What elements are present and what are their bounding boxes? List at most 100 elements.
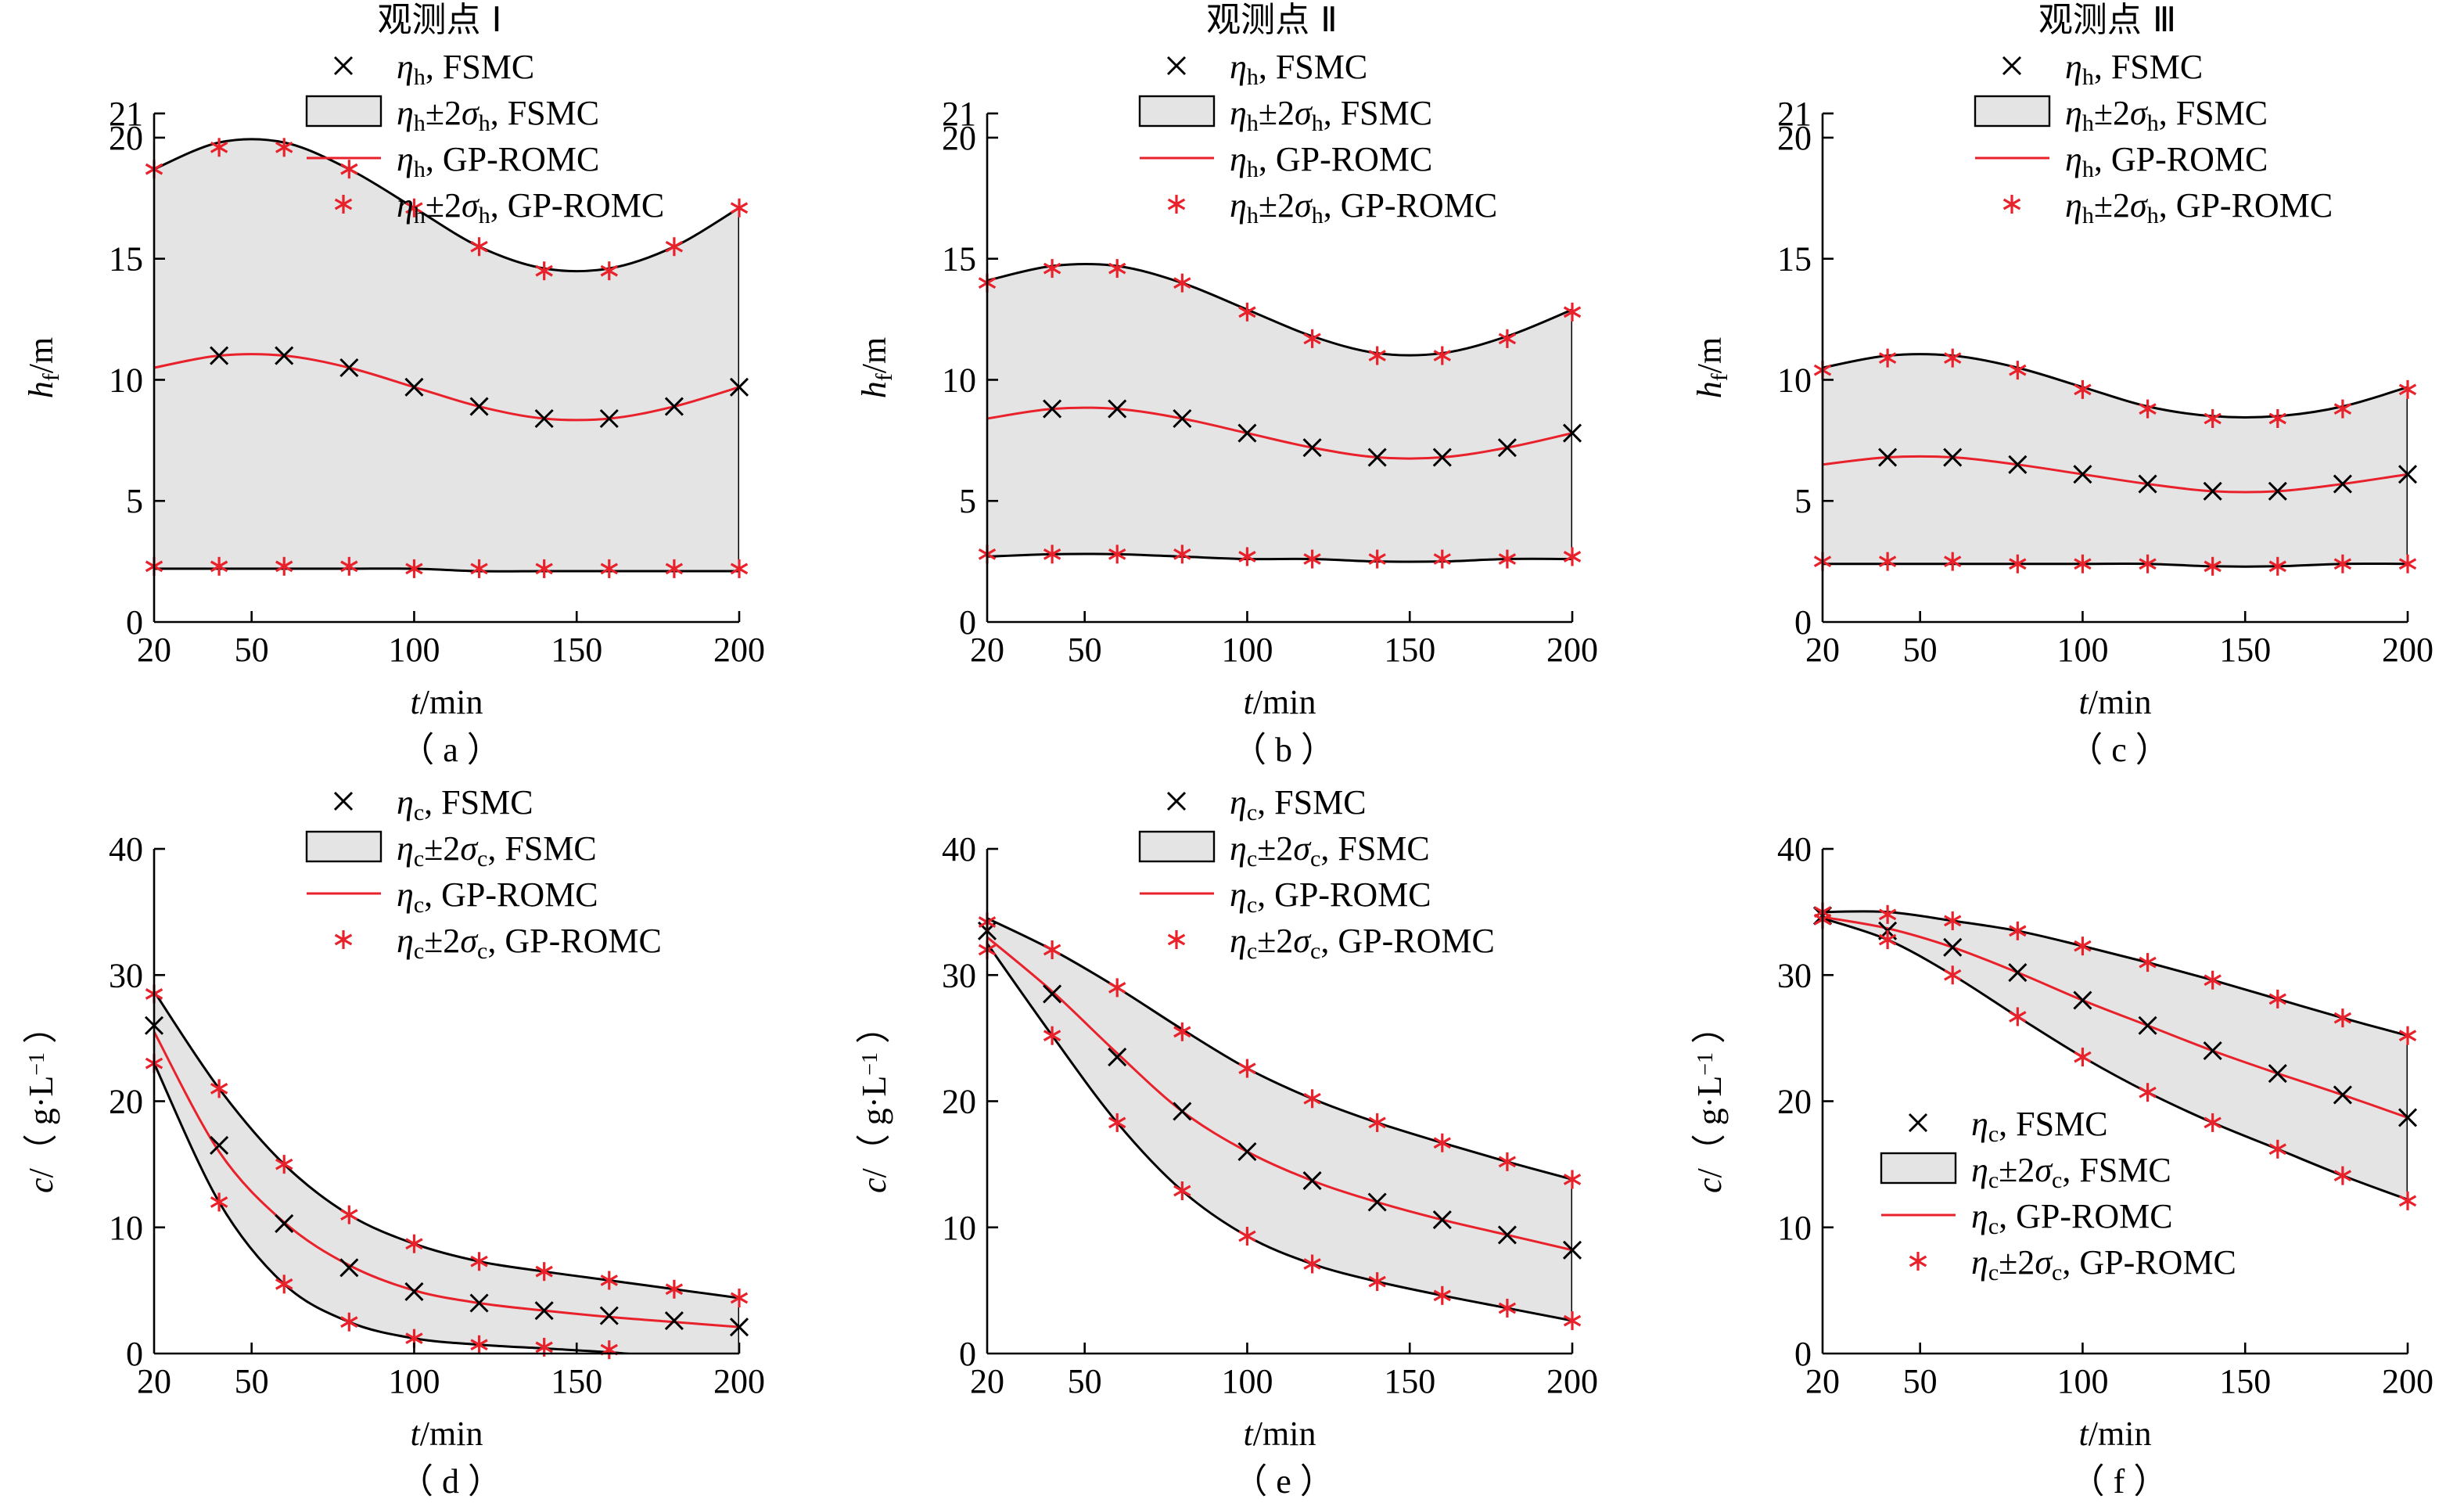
y-tick-label: 20	[109, 1083, 143, 1121]
legend-gp-bound-marker	[1167, 930, 1186, 949]
y-tick-label: 10	[942, 361, 976, 399]
legend-label: ηh±2σh, GP-ROMC	[2065, 186, 2333, 228]
gp-upper-point	[1303, 1089, 1321, 1109]
x-tick-label: 50	[1068, 1362, 1102, 1400]
fsmc-mean-point	[469, 1293, 489, 1313]
fsmc-lower-line	[154, 1062, 639, 1354]
gp-upper-point	[2074, 937, 2092, 956]
fsmc-mean-point	[2138, 1016, 2157, 1035]
y-axis-title: hf/m	[22, 337, 64, 398]
fsmc-mean-point	[2008, 455, 2028, 474]
gp-upper-point	[535, 261, 553, 281]
y-tick-label: 10	[109, 361, 143, 399]
gp-lower-point	[665, 559, 684, 578]
plot-area	[1823, 353, 2408, 568]
fsmc-mean-point	[1943, 448, 1963, 467]
x-tick-label: 100	[388, 1362, 440, 1400]
panel-f: 20 50 100 150 200 0 10 20 30 40 t/min c/（ g·L−1 ） （ …	[1690, 830, 2433, 1501]
gp-lower-point	[470, 1335, 488, 1354]
x-tick-label: 20	[1805, 1362, 1840, 1400]
panel-e: 20 50 100 150 200 0 10 20 30 40 t/min c/（ g·L−1 ） （ …	[855, 783, 1598, 1501]
x-tick-label: 150	[2219, 1362, 2271, 1400]
fsmc-mean-point	[1562, 423, 1582, 443]
fsmc-mean-point	[2073, 465, 2092, 484]
gp-upper-point	[405, 1234, 423, 1253]
x-tick-label: 100	[388, 631, 440, 669]
gp-upper-point	[730, 198, 749, 218]
x-tick-label: 100	[2056, 1362, 2108, 1400]
gp-lower-point	[2398, 554, 2417, 573]
x-tick-label: 200	[2382, 631, 2433, 669]
y-tick-label: 20	[1777, 119, 1812, 157]
y-tick-label: 0	[959, 1335, 976, 1373]
gp-lower-point	[1368, 549, 1386, 569]
y-tick-label: 5	[1794, 482, 1812, 520]
x-tick-label: 100	[2056, 631, 2108, 669]
y-tick-label: 21	[942, 95, 976, 133]
y-tick-label: 5	[126, 482, 143, 520]
gp-upper-point	[2268, 989, 2286, 1008]
gp-upper-point	[1878, 904, 1897, 924]
fsmc-mean-point	[599, 408, 619, 429]
gp-upper-point	[2204, 409, 2222, 428]
gp-upper-point	[340, 160, 358, 179]
x-tick-label: 50	[235, 631, 269, 669]
gp-lower-point	[2009, 1007, 2027, 1026]
fsmc-lower-line	[987, 943, 1572, 1322]
legend-label: ηc±2σc, FSMC	[1230, 829, 1430, 872]
gp-upper-point	[535, 1262, 553, 1282]
gp-lower-point	[2139, 554, 2157, 573]
gp-upper-point	[1173, 1022, 1191, 1041]
y-tick-label: 21	[109, 95, 143, 133]
fsmc-lower-line	[1823, 917, 2408, 1201]
gp-upper-point	[1238, 302, 1256, 322]
fsmc-mean-point	[1302, 438, 1322, 458]
fsmc-mean-point	[534, 1301, 554, 1321]
x-tick-label: 150	[551, 1362, 602, 1400]
gp-upper-point	[210, 1079, 228, 1098]
legend-band-swatch	[305, 830, 383, 863]
legend-label: ηh±2σh, GP-ROMC	[397, 186, 664, 228]
x-axis-title: t/min	[411, 683, 483, 721]
y-axis-title: c/（ g·L−1 ）	[22, 1009, 60, 1193]
x-tick-label: 200	[713, 631, 765, 669]
y-tick-label: 20	[109, 119, 143, 157]
legend-label: ηc±2σc, FSMC	[1971, 1151, 2171, 1193]
fsmc-mean-point	[1432, 1210, 1452, 1230]
gp-upper-point	[2009, 361, 2027, 380]
gp-lower-point	[1108, 545, 1126, 564]
confidence-band	[154, 991, 739, 1354]
fsmc-mean-point	[210, 346, 229, 365]
legend-fsmc-mean-marker	[1908, 1113, 1928, 1133]
fsmc-mean-point	[275, 1213, 294, 1233]
x-tick-label: 20	[137, 631, 171, 669]
gp-upper-point	[1433, 346, 1451, 365]
fsmc-mean-point	[2333, 1085, 2352, 1105]
panel-caption: （ f ）	[2071, 1462, 2168, 1501]
gp-lower-point	[535, 559, 553, 578]
gp-mean-line	[154, 1031, 739, 1328]
gp-lower-point	[2398, 1191, 2417, 1210]
gp-upper-point	[2204, 970, 2222, 990]
x-tick-label: 50	[1068, 631, 1102, 669]
fsmc-mean-point	[2268, 1063, 2287, 1084]
fsmc-mean-point	[1237, 1141, 1257, 1162]
confidence-band	[154, 138, 739, 572]
gp-lower-point	[1878, 930, 1897, 950]
y-tick-label: 20	[942, 1083, 976, 1121]
fsmc-mean-point	[1173, 408, 1192, 429]
panel-caption: （ b ）	[1232, 731, 1335, 769]
fsmc-mean-point	[1043, 399, 1062, 419]
gp-lower-point	[2074, 554, 2092, 573]
fsmc-mean-point	[1497, 1225, 1517, 1245]
fsmc-mean-point	[1237, 423, 1257, 443]
gp-upper-point	[210, 138, 228, 157]
legend-label: ηc±2σc, GP-ROMC	[1971, 1243, 2236, 1285]
y-axis-title: c/（ g·L−1 ）	[855, 1009, 893, 1193]
y-tick-label: 15	[942, 240, 976, 279]
legend-label: ηh, GP-ROMC	[1230, 140, 1432, 182]
gp-lower-point	[1368, 1272, 1386, 1292]
plot-area	[987, 262, 1572, 563]
fsmc-mean-point	[2138, 474, 2157, 494]
